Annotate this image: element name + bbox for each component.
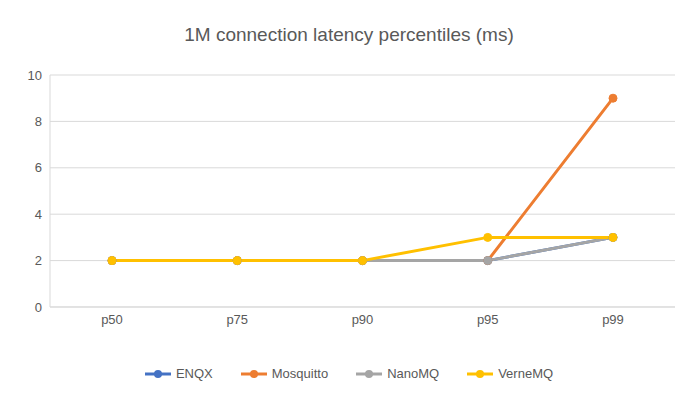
html-text:ENQX: ENQX xyxy=(175,366,213,381)
svg-text:6: 6 xyxy=(35,160,42,175)
svg-text:10: 10 xyxy=(28,68,42,83)
svg-text:p75: p75 xyxy=(226,312,248,327)
svg-text:p50: p50 xyxy=(101,312,123,327)
html-text:NanoMQ: NanoMQ xyxy=(387,366,440,381)
svg-text:p99: p99 xyxy=(602,312,624,327)
html-text:VerneMQ: VerneMQ xyxy=(498,366,554,381)
svg-text:p90: p90 xyxy=(352,312,374,327)
html-text:1M connection latency percenti: 1M connection latency percentiles (ms) xyxy=(184,24,514,45)
svg-text:2: 2 xyxy=(35,253,42,268)
svg-text:8: 8 xyxy=(35,114,42,129)
html-text:Mosquitto: Mosquitto xyxy=(271,366,329,381)
svg-text:0: 0 xyxy=(35,300,42,315)
svg-text:4: 4 xyxy=(35,207,42,222)
svg-text:p95: p95 xyxy=(477,312,499,327)
